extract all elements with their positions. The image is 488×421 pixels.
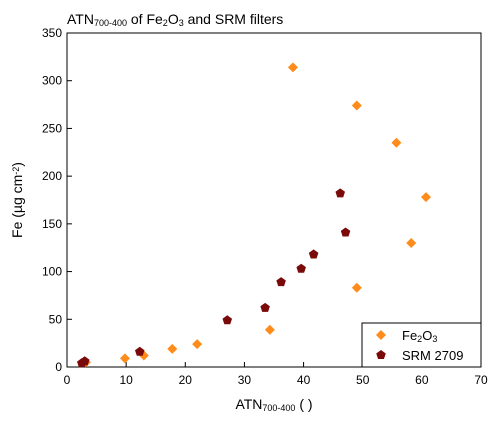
legend-pentagon-marker <box>376 350 386 360</box>
text-part: 3 <box>432 334 437 344</box>
x-axis-title: ATN700-400 ( ) <box>235 396 312 413</box>
text-part: -2 <box>11 167 21 175</box>
text-part: SRM 2709 <box>402 348 463 363</box>
y-tick-label: 50 <box>49 312 63 326</box>
pentagon-data-point <box>340 227 351 237</box>
text-part: O <box>168 11 179 27</box>
x-tick-label: 0 <box>64 373 71 387</box>
pentagon-data-point <box>79 356 90 366</box>
text-part: Fe <box>402 328 417 343</box>
text-part: ATN <box>235 396 262 412</box>
text-part: 700-400 <box>94 18 127 28</box>
x-tick-label: 50 <box>356 373 370 387</box>
text-part: 2 <box>163 18 168 28</box>
x-tick-label: 40 <box>297 373 311 387</box>
y-tick-label: 250 <box>42 121 62 135</box>
y-tick-label: 300 <box>42 74 62 88</box>
diamond-data-point <box>167 343 178 354</box>
text-part: ( ) <box>295 396 312 412</box>
legend-diamond-marker <box>376 330 386 340</box>
legend-label: SRM 2709 <box>402 348 463 363</box>
x-axis: 0 10 20 30 40 50 60 70 <box>64 362 488 387</box>
series-pentagon <box>77 188 351 368</box>
text-part: 2 <box>417 334 422 344</box>
text-part: of Fe <box>127 11 163 27</box>
diamond-data-point <box>264 324 275 335</box>
y-tick-label: 350 <box>42 26 62 40</box>
diamond-data-point <box>192 339 203 350</box>
text-part: 3 <box>179 18 184 28</box>
plot-frame <box>66 32 482 368</box>
x-tick-label: 70 <box>474 373 488 387</box>
text-part: O <box>422 328 432 343</box>
diamond-data-point <box>351 100 362 111</box>
pentagon-data-point <box>308 249 319 259</box>
text-part: Fe (µg cm <box>9 175 25 238</box>
y-tick-label: 150 <box>42 217 62 231</box>
legend-box <box>361 322 482 368</box>
legend: Fe2O3 SRM 2709 <box>361 322 482 368</box>
legend-label: Fe2O3 <box>402 328 437 344</box>
diamond-data-point <box>119 353 130 364</box>
x-tick-label: 30 <box>238 373 252 387</box>
pentagon-data-point <box>296 263 306 273</box>
diamond-data-point <box>406 237 417 248</box>
x-tick-label: 20 <box>179 373 193 387</box>
y-axis-title: Fe (µg cm-2) <box>9 162 25 238</box>
y-axis: 0 50 100 150 200 250 300 350 <box>42 26 72 374</box>
diamond-data-point <box>287 62 298 73</box>
pentagon-data-point <box>222 315 233 325</box>
diamond-data-point <box>420 192 431 203</box>
chart-title: ATN700-400 of Fe2O3 and SRM filters <box>67 11 283 28</box>
diamond-data-point <box>351 282 362 293</box>
text-part: and SRM filters <box>184 11 284 27</box>
text-part: 700-400 <box>262 403 295 413</box>
diamond-data-point <box>391 137 402 148</box>
x-tick-label: 60 <box>415 373 429 387</box>
y-tick-label: 0 <box>55 360 62 374</box>
x-tick-label: 10 <box>119 373 133 387</box>
pentagon-data-point <box>335 188 345 198</box>
series-diamond <box>80 62 431 368</box>
y-tick-label: 100 <box>42 265 62 279</box>
pentagon-data-point <box>276 277 286 287</box>
text-part: ATN <box>67 11 94 27</box>
text-part: ) <box>9 162 25 167</box>
series-layer <box>77 62 431 368</box>
y-tick-label: 200 <box>42 169 62 183</box>
pentagon-data-point <box>134 346 145 356</box>
pentagon-data-point <box>260 302 270 312</box>
